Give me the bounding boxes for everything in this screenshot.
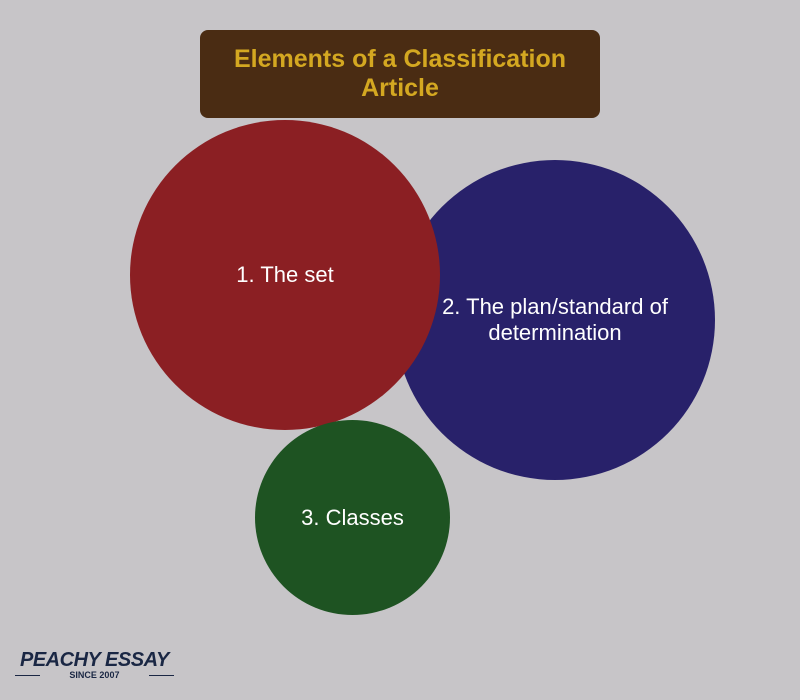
circle-the-set: 1. The set <box>130 120 440 430</box>
brand-logo: PEACHY ESSAY SINCE 2007 <box>20 649 169 680</box>
page-title: Elements of a Classification Article <box>200 30 600 118</box>
circle-2-label: 2. The plan/standard of determination <box>415 294 695 346</box>
circle-1-label: 1. The set <box>236 262 333 288</box>
logo-tagline: SINCE 2007 <box>20 670 169 680</box>
circle-3-label: 3. Classes <box>301 505 404 531</box>
circle-classes: 3. Classes <box>255 420 450 615</box>
title-text: Elements of a Classification Article <box>234 45 566 102</box>
logo-brand-name: PEACHY ESSAY <box>20 649 169 672</box>
circle-plan-standard: 2. The plan/standard of determination <box>395 160 715 480</box>
